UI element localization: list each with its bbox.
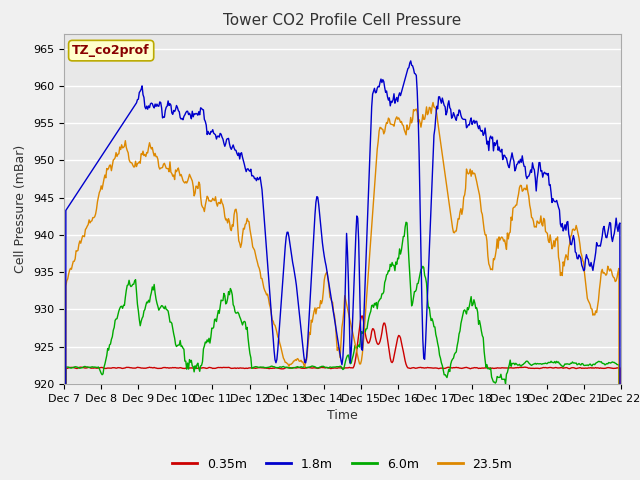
Y-axis label: Cell Pressure (mBar): Cell Pressure (mBar): [15, 144, 28, 273]
Title: Tower CO2 Profile Cell Pressure: Tower CO2 Profile Cell Pressure: [223, 13, 461, 28]
Legend: 0.35m, 1.8m, 6.0m, 23.5m: 0.35m, 1.8m, 6.0m, 23.5m: [167, 453, 518, 476]
Text: TZ_co2prof: TZ_co2prof: [72, 44, 150, 57]
X-axis label: Time: Time: [327, 409, 358, 422]
